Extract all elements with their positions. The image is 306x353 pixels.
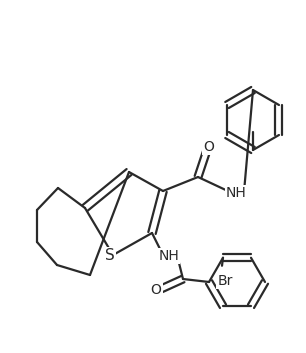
Text: S: S	[105, 249, 115, 263]
Text: O: O	[151, 283, 162, 297]
Text: Br: Br	[217, 274, 233, 288]
Text: NH: NH	[226, 186, 246, 200]
Text: NH: NH	[159, 249, 179, 263]
Text: O: O	[203, 140, 215, 154]
